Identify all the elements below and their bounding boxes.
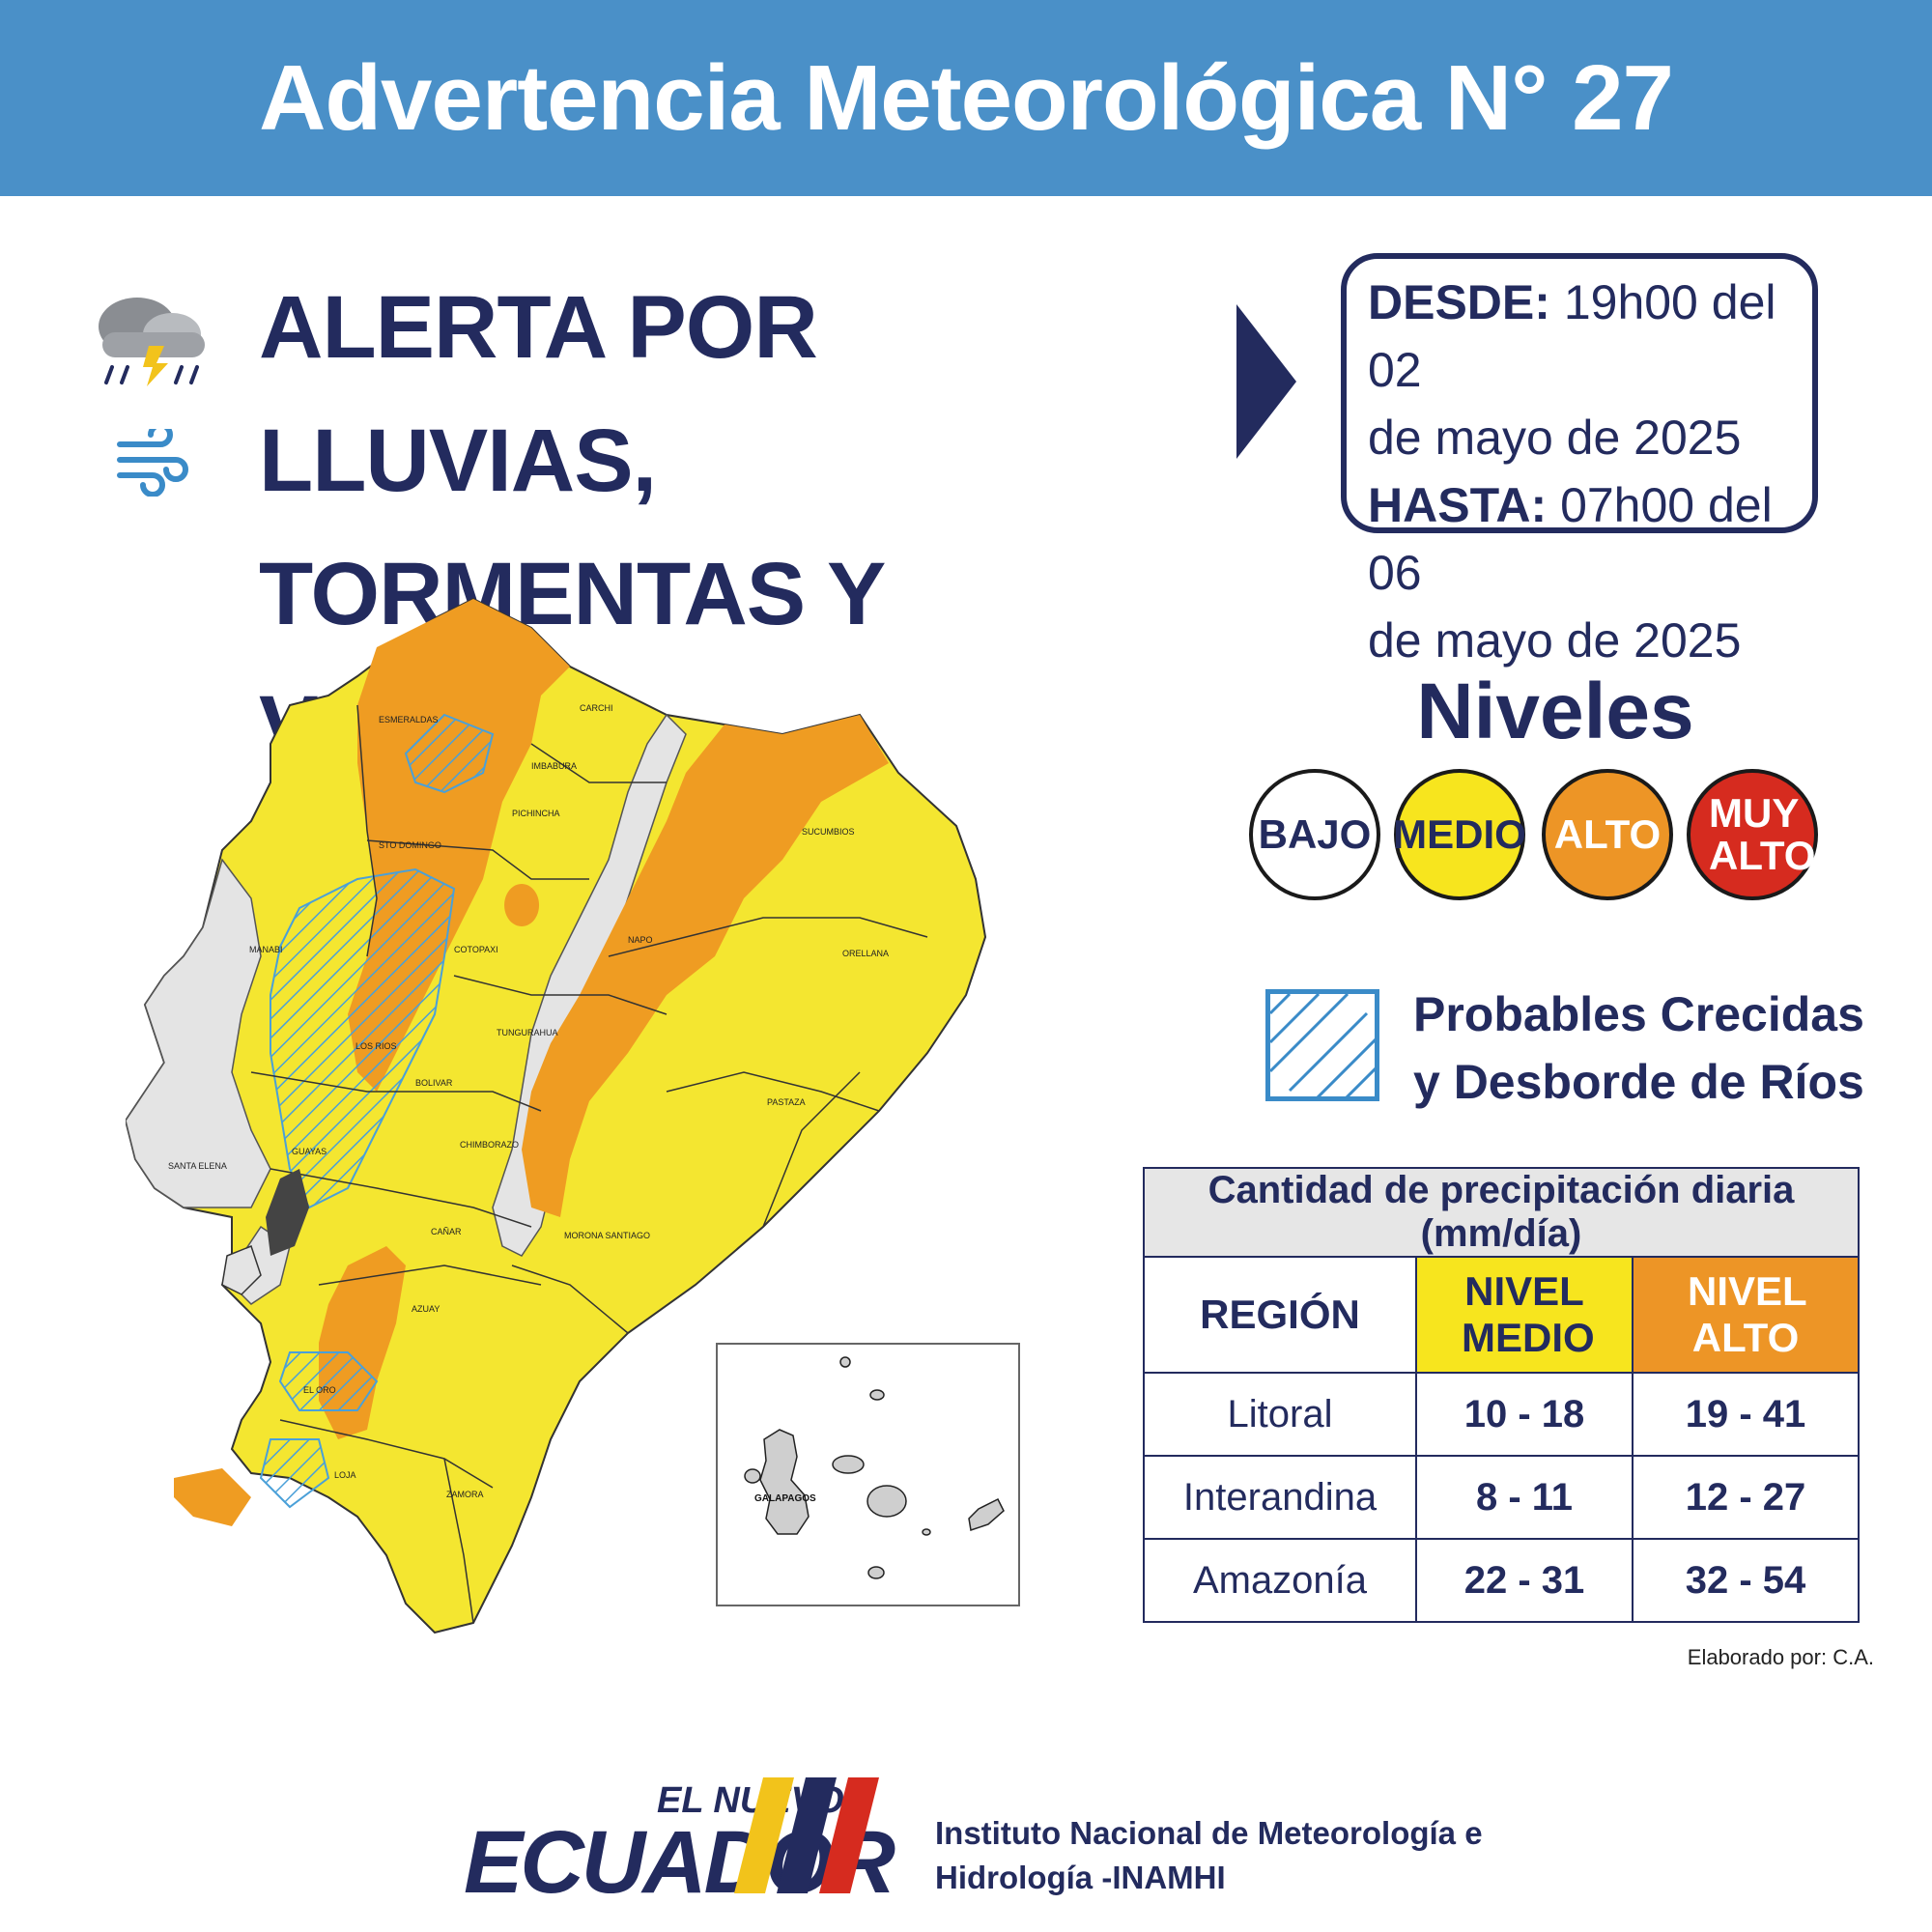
to-label: HASTA:: [1368, 478, 1548, 532]
map-label-guayas: GUAYAS: [292, 1147, 327, 1156]
credit-text: Elaborado por: C.A.: [1687, 1645, 1874, 1669]
date-range-box: DESDE: 19h00 del 02 de mayo de 2025 HAST…: [1341, 253, 1818, 668]
flood-hatch-swatch: [1265, 989, 1379, 1101]
map-label-imbabura: IMBABURA: [531, 761, 577, 771]
map-label-pichincha: PICHINCHA: [512, 809, 560, 818]
chevron-right-icon: [1236, 304, 1296, 459]
medio-cell: 22 - 31: [1415, 1538, 1634, 1623]
map-label-sto-domingo: STO DOMINGO: [379, 840, 441, 850]
map-label-tungurahua: TUNGURAHUA: [497, 1028, 558, 1037]
map-label-morona: MORONA SANTIAGO: [564, 1231, 650, 1240]
map-label-esmeraldas: ESMERALDAS: [379, 715, 439, 724]
col-header-alto: NIVEL ALTO: [1631, 1256, 1861, 1374]
col-header-region: REGIÓN: [1143, 1256, 1417, 1374]
galapagos-inset: GALAPAGOS: [716, 1343, 1020, 1606]
map-label-sucumbios: SUCUMBIOS: [802, 827, 855, 837]
region-cell: Amazonía: [1143, 1538, 1417, 1623]
col-header-medio: NIVEL MEDIO: [1415, 1256, 1634, 1374]
galapagos-label: GALAPAGOS: [754, 1493, 816, 1504]
storm-cloud-icon: [99, 298, 205, 386]
map-label-cotopaxi: COTOPAXI: [454, 945, 498, 954]
alto-cell: 12 - 27: [1631, 1455, 1861, 1540]
level-muy-alto-label: MUY ALTO: [1709, 790, 1816, 878]
map-label-zamora: ZAMORA: [446, 1490, 484, 1499]
institute-line1: Instituto Nacional de Meteorología e: [935, 1815, 1483, 1851]
region-cell: Litoral: [1143, 1372, 1417, 1457]
map-label-los-rios: LOS RIOS: [355, 1041, 397, 1051]
level-alto-circle: ALTO: [1542, 769, 1673, 900]
from-label: DESDE:: [1368, 275, 1550, 329]
map-label-canar: CAÑAR: [431, 1227, 462, 1236]
to-value-2: de mayo de 2025: [1368, 613, 1742, 668]
table-caption: Cantidad de precipitación diaria (mm/día…: [1142, 1167, 1861, 1258]
map-label-napo: NAPO: [628, 935, 653, 945]
alto-cell: 19 - 41: [1631, 1372, 1861, 1457]
map-label-orellana: ORELLANA: [842, 949, 889, 958]
pichincha-alto-spot: [504, 884, 540, 926]
flood-legend-text: Probables Crecidas y Desborde de Ríos: [1413, 980, 1877, 1116]
level-medio-label: MEDIO: [1393, 811, 1526, 857]
logo-big-text: ECUADOR: [464, 1813, 895, 1912]
level-alto-label: ALTO: [1553, 811, 1662, 857]
map-label-chimborazo: CHIMBORAZO: [460, 1140, 519, 1150]
institute-name: Instituto Nacional de Meteorología e Hid…: [935, 1811, 1515, 1900]
guayas-estuary: [266, 1169, 309, 1256]
flood-hatch-south: [278, 1351, 379, 1411]
map-label-pastaza: PASTAZA: [767, 1097, 806, 1107]
precipitation-table: Cantidad de precipitación diaria (mm/día…: [1142, 1167, 1861, 1623]
loja-alto-area: [174, 1468, 251, 1526]
ecuador-alert-map: ESMERALDAS CARCHI IMBABURA SUCUMBIOS PIC…: [126, 597, 987, 1634]
flood-hatch-north: [404, 713, 495, 794]
map-label-el-oro: EL ORO: [303, 1385, 336, 1395]
table-row: Amazonía 22 - 31 32 - 54: [1143, 1538, 1861, 1623]
flag-stripes-logo: [734, 1777, 879, 1893]
alert-title-emph: LLUVIAS,: [259, 412, 657, 510]
map-label-manabi: MANABI: [249, 945, 283, 954]
coast-bajo-area: [126, 858, 271, 1208]
table-row: Litoral 10 - 18 19 - 41: [1143, 1372, 1861, 1457]
alert-title: ALERTA POR LLUVIAS, TORMENTAS Y VIENTO: [259, 261, 1225, 794]
flood-hatch-loja: [259, 1438, 330, 1509]
page-title: Advertencia Meteorológica N° 27: [259, 45, 1674, 150]
col-header-alto-text: NIVEL ALTO: [1688, 1268, 1807, 1360]
level-medio-circle: MEDIO: [1393, 769, 1526, 900]
level-bajo-label: BAJO: [1258, 811, 1372, 857]
sucumbios-alto-area: [522, 715, 889, 1217]
flood-legend-line2: y Desborde de Ríos: [1413, 1055, 1864, 1109]
alert-title-prefix: ALERTA POR: [259, 278, 818, 377]
header-bar: [0, 0, 1932, 196]
map-label-loja: LOJA: [334, 1470, 356, 1480]
level-muy-alto-circle: MUY ALTO: [1687, 769, 1818, 900]
map-label-bolivar: BOLIVAR: [415, 1078, 453, 1088]
col-header-medio-text: NIVEL MEDIO: [1462, 1268, 1595, 1360]
medio-cell: 10 - 18: [1415, 1372, 1634, 1457]
medio-cell: 8 - 11: [1415, 1455, 1634, 1540]
level-bajo-circle: BAJO: [1249, 769, 1380, 900]
wind-icon: [117, 429, 188, 497]
to-value-1: 07h00 del 06: [1368, 478, 1773, 600]
from-value-2: de mayo de 2025: [1368, 411, 1742, 465]
levels-title: Niveles: [1416, 668, 1694, 755]
puna-island: [221, 1245, 262, 1295]
institute-line2: Hidrología -INAMHI: [935, 1860, 1226, 1895]
map-label-carchi: CARCHI: [580, 703, 613, 713]
table-row: Interandina 8 - 11 12 - 27: [1143, 1455, 1861, 1540]
map-label-santa-elena: SANTA ELENA: [168, 1161, 227, 1171]
alto-cell: 32 - 54: [1631, 1538, 1861, 1623]
flood-hatch-central: [270, 867, 456, 1209]
flood-legend-line1: Probables Crecidas: [1413, 987, 1864, 1041]
from-value-1: 19h00 del 02: [1368, 275, 1776, 397]
map-label-azuay: AZUAY: [412, 1304, 440, 1314]
region-cell: Interandina: [1143, 1455, 1417, 1540]
